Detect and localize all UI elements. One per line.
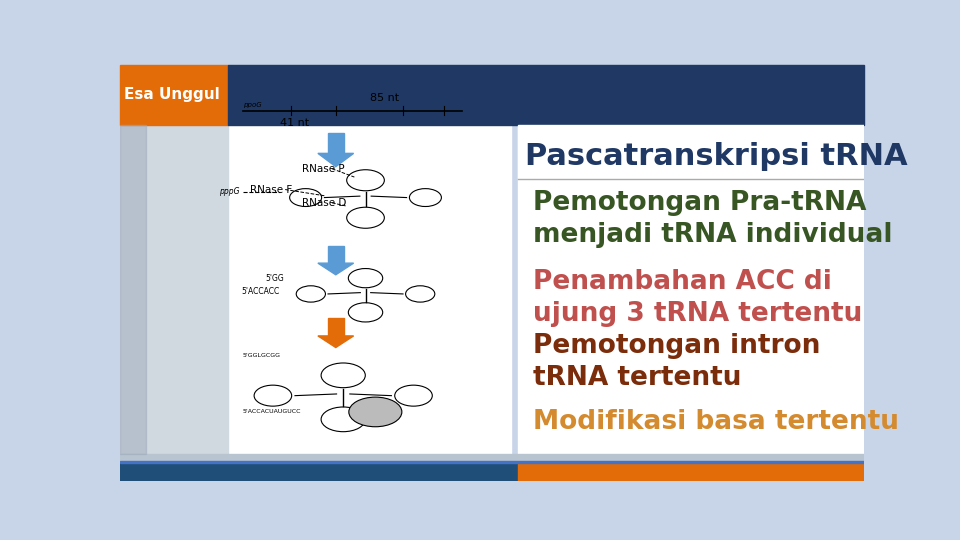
Bar — [327, 246, 344, 263]
Bar — [518, 463, 864, 481]
Text: pppG: pppG — [219, 187, 239, 196]
Text: 5'ACCACUAUGUCC: 5'ACCACUAUGUCC — [243, 409, 301, 415]
Text: Penambahan ACC di
ujung 3 tRNA tertentu: Penambahan ACC di ujung 3 tRNA tertentu — [533, 268, 862, 327]
Bar — [228, 65, 864, 125]
Text: Esa Unggul: Esa Unggul — [124, 87, 220, 103]
Text: 5'GGLGCGG: 5'GGLGCGG — [243, 353, 280, 359]
Text: RNase F: RNase F — [251, 185, 293, 194]
Polygon shape — [318, 153, 353, 167]
Text: RNase P: RNase P — [302, 164, 345, 174]
Text: Pemotongan Pra-tRNA
menjadi tRNA individual: Pemotongan Pra-tRNA menjadi tRNA individ… — [533, 190, 893, 248]
Bar — [120, 463, 518, 481]
Text: 5'ACCACC: 5'ACCACC — [242, 287, 280, 296]
Bar — [518, 125, 864, 454]
Text: 5'GG: 5'GG — [265, 274, 284, 284]
Text: Pascatranskripsi tRNA: Pascatranskripsi tRNA — [525, 142, 908, 171]
Text: Modifikasi basa tertentu: Modifikasi basa tertentu — [533, 409, 899, 435]
Polygon shape — [318, 336, 353, 348]
Bar — [327, 319, 344, 336]
Bar — [120, 461, 864, 463]
Text: 85 nt: 85 nt — [370, 93, 398, 103]
Text: RNase D: RNase D — [302, 198, 347, 208]
Polygon shape — [318, 263, 353, 275]
Bar — [120, 125, 228, 454]
Bar — [120, 125, 146, 454]
Bar — [327, 133, 344, 153]
Bar — [120, 65, 228, 125]
Text: Pemotongan intron
tRNA tertentu: Pemotongan intron tRNA tertentu — [533, 333, 820, 391]
Bar — [228, 125, 511, 454]
Text: ppoG: ppoG — [243, 103, 261, 109]
Bar — [518, 125, 864, 179]
Bar — [120, 454, 864, 461]
Circle shape — [348, 397, 402, 427]
Text: 41 nt: 41 nt — [280, 118, 309, 128]
